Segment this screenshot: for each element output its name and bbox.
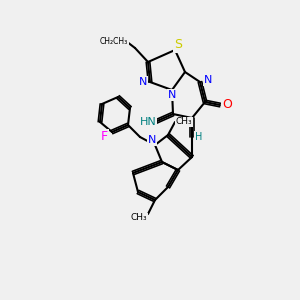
- Text: CH₂CH₃: CH₂CH₃: [100, 38, 128, 46]
- Text: N: N: [139, 77, 147, 87]
- Text: N: N: [168, 90, 176, 100]
- Text: N: N: [204, 75, 212, 85]
- Text: HN: HN: [140, 117, 156, 127]
- Text: CH₃: CH₃: [176, 118, 192, 127]
- Text: F: F: [100, 130, 108, 143]
- Text: N: N: [148, 135, 156, 145]
- Text: O: O: [222, 98, 232, 112]
- Text: CH₃: CH₃: [131, 214, 147, 223]
- Text: S: S: [174, 38, 182, 52]
- Text: H: H: [195, 132, 203, 142]
